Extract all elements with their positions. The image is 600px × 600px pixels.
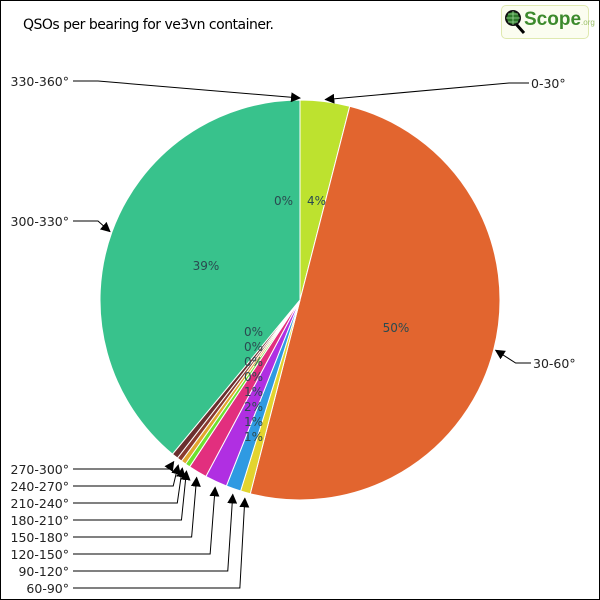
data-label: 1% bbox=[244, 430, 263, 444]
data-label: 50% bbox=[383, 321, 410, 335]
category-label: 120-150° bbox=[11, 547, 69, 562]
pie-slice-300-330 bbox=[99, 99, 301, 455]
leader-line bbox=[494, 349, 531, 364]
data-label: 1% bbox=[244, 415, 263, 429]
data-label: 2% bbox=[244, 400, 263, 414]
leader-line bbox=[73, 486, 220, 555]
category-label: 0-30° bbox=[531, 76, 566, 91]
data-label: 0% bbox=[244, 340, 263, 354]
leader-line bbox=[73, 476, 201, 538]
leader-line bbox=[73, 470, 191, 521]
category-label: 90-120° bbox=[18, 564, 69, 579]
data-label: 4% bbox=[307, 194, 326, 208]
leader-line bbox=[73, 460, 175, 472]
magnifier-globe-icon bbox=[505, 10, 526, 34]
qscope-logo[interactable]: Scope.org bbox=[501, 5, 595, 39]
leader-line bbox=[73, 464, 181, 487]
category-label: 240-270° bbox=[11, 479, 69, 494]
category-label: 60-90° bbox=[26, 581, 69, 596]
category-label: 300-330° bbox=[11, 214, 69, 229]
leader-line bbox=[73, 220, 111, 233]
category-label: 180-210° bbox=[11, 513, 69, 528]
leader-line bbox=[73, 497, 250, 589]
leader-line bbox=[73, 80, 301, 103]
leader-line bbox=[73, 467, 186, 504]
leader-line bbox=[324, 82, 529, 104]
category-label: 30-60° bbox=[533, 356, 576, 371]
category-label: 150-180° bbox=[11, 530, 69, 545]
data-label: 39% bbox=[193, 259, 220, 273]
pie-slice-30-60 bbox=[249, 105, 501, 501]
category-label: 330-360° bbox=[11, 74, 69, 89]
data-label: 0% bbox=[274, 194, 293, 208]
category-label: 210-240° bbox=[11, 496, 69, 511]
data-label: 0% bbox=[244, 370, 263, 384]
data-label: 0% bbox=[244, 325, 263, 339]
logo-text: Scope.org bbox=[524, 9, 595, 30]
chart-title: QSOs per bearing for ve3vn container. bbox=[23, 17, 274, 33]
category-label: 270-300° bbox=[11, 462, 69, 477]
data-label: 1% bbox=[244, 385, 263, 399]
data-label: 0% bbox=[244, 355, 263, 369]
leader-line bbox=[73, 493, 238, 572]
